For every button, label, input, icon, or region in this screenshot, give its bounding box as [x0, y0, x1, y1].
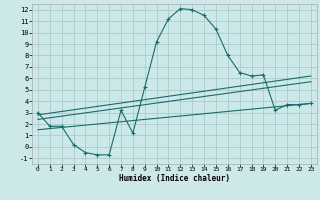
X-axis label: Humidex (Indice chaleur): Humidex (Indice chaleur) — [119, 174, 230, 183]
